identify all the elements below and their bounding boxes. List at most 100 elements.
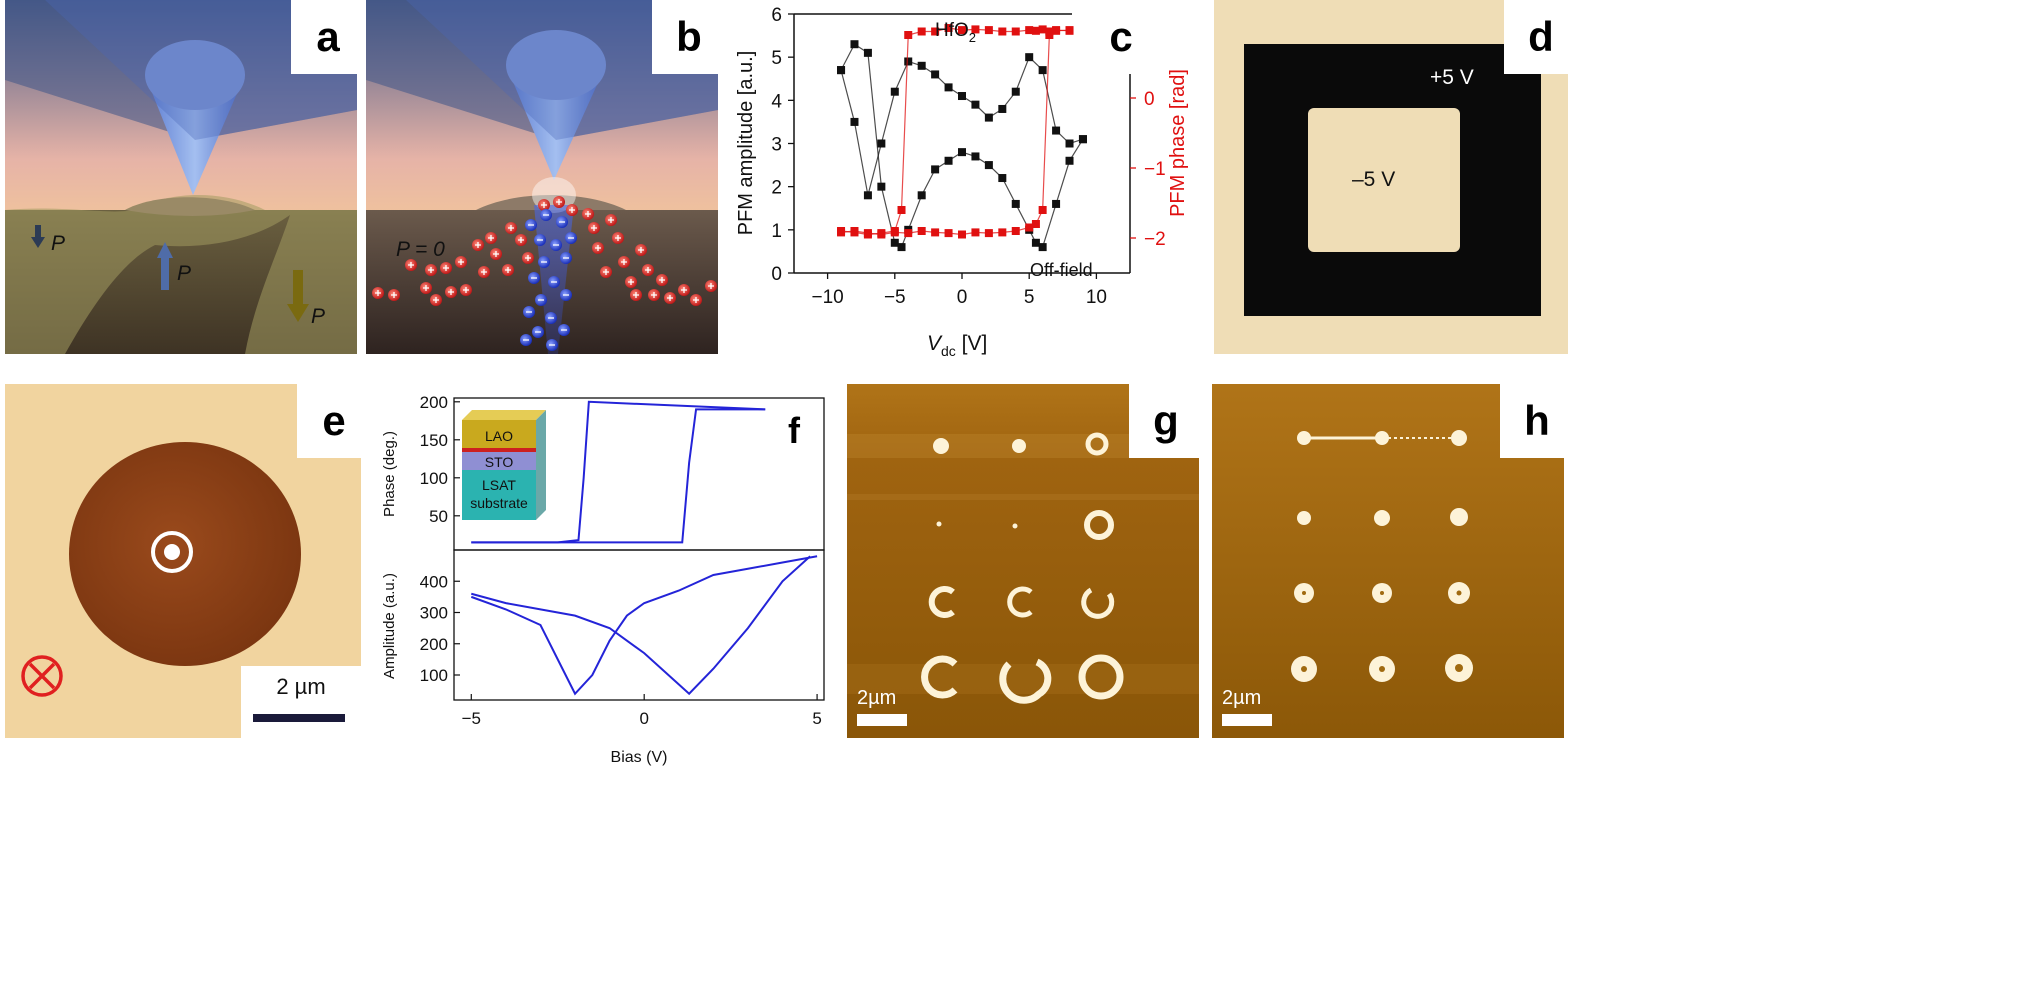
scale-bar-label: 2µm	[1222, 687, 1262, 709]
c-series-line-1	[840, 56, 1084, 196]
c-point-2-8	[931, 27, 940, 36]
c-point-3-0	[1065, 26, 1074, 35]
inner-domain	[1308, 108, 1460, 252]
polarization-out-icon	[151, 531, 193, 573]
c-point-0-8	[931, 165, 940, 174]
interface-layer	[462, 448, 536, 452]
c-point-2-6	[904, 31, 913, 39]
switched-domain	[69, 442, 301, 666]
outer-voltage-label: +5 V	[1430, 66, 1474, 89]
c-point-0-16	[1031, 238, 1040, 247]
c-y2label: PFM phase [rad]	[1167, 69, 1189, 217]
lao-label: LAO	[485, 428, 513, 444]
f-top-ylabel: Phase (deg.)	[381, 431, 398, 517]
panel-b-illustration	[366, 0, 718, 354]
panel-d: +5 V –5 V d	[1214, 0, 1568, 354]
c-point-3-13	[917, 227, 926, 235]
scale-bar-label: 2 µm	[276, 674, 326, 699]
lsat-label: LSAT	[482, 477, 516, 493]
c-point-2-17	[1038, 25, 1047, 34]
polarization-in-icon	[21, 655, 63, 697]
c-point-3-1	[1052, 26, 1061, 35]
c-point-3-2	[1045, 31, 1054, 39]
c-xtick-label-1: −5	[884, 287, 906, 308]
c-ylabel: PFM amplitude [a.u.]	[735, 51, 757, 236]
c-point-0-10	[958, 148, 966, 157]
charges-positive-signs	[375, 199, 714, 303]
c-point-3-5	[1025, 223, 1034, 232]
lsat-layer	[462, 470, 536, 520]
p-zero-label: P = 0	[396, 238, 445, 261]
c-xtick-label-2: 0	[957, 287, 968, 308]
c-point-2-5	[897, 206, 906, 214]
c-point-0-12	[984, 161, 993, 170]
c-point-3-16	[877, 230, 886, 239]
c-ytick-label-6: 6	[771, 5, 782, 26]
c-point-3-18	[850, 227, 859, 235]
panel-label-g: g	[1129, 384, 1199, 458]
c-point-3-19	[837, 228, 846, 237]
polarization-arrow-up	[157, 242, 173, 290]
f-bottom-ytick-label-2: 300	[420, 604, 448, 623]
sto-layer	[462, 452, 536, 470]
c-point-1-10	[944, 83, 953, 92]
c-point-0-1	[850, 40, 859, 49]
c-point-1-1	[1065, 139, 1074, 148]
scale-bar-box	[241, 666, 361, 738]
c-title: HfO2	[935, 20, 976, 45]
c-y2tick-label-2: −1	[1144, 159, 1166, 180]
panel-a: P P P a	[5, 0, 357, 354]
f-top-ytick-label-2: 150	[420, 431, 448, 450]
p-label-1: P	[51, 232, 66, 255]
p-label-2: P	[177, 262, 192, 285]
c-point-1-12	[917, 61, 926, 70]
c-point-1-18	[837, 66, 846, 75]
c-point-2-13	[998, 27, 1007, 36]
f-bottom-ytick-label-1: 200	[420, 635, 448, 654]
c-point-2-14	[1011, 27, 1020, 36]
c-ytick-label-2: 2	[771, 178, 782, 199]
c-point-2-9	[944, 24, 953, 32]
c-point-3-9	[971, 228, 980, 237]
c-y2tick-label-1: 0	[1144, 89, 1155, 110]
panel-label-b: b	[652, 0, 718, 74]
c-point-1-5	[1011, 87, 1020, 96]
c-point-0-19	[1065, 156, 1074, 165]
panel-label-c: c	[1084, 0, 1158, 74]
c-point-1-11	[931, 70, 940, 79]
c-ytick-label-1: 1	[771, 221, 782, 242]
f-xtick-label-1: 0	[639, 709, 648, 728]
c-point-3-8	[984, 229, 993, 238]
panel-h: 2µm h	[1212, 384, 1564, 738]
panel-f: 50 100 150 200 100 200 300 400 −5 0 5 LAO STO LSAT…	[372, 390, 840, 770]
c-point-1-14	[890, 87, 899, 96]
f-top-ytick-label-0: 50	[429, 507, 448, 526]
c-annotation: Off-field	[1030, 260, 1093, 280]
chart-f: 50 100 150 200 100 200 300 400 −5 0 5 LAO STO LSAT…	[381, 393, 825, 766]
c-point-0-14	[1011, 199, 1020, 208]
c-point-0-3	[877, 182, 886, 191]
c-point-0-17	[1038, 243, 1047, 252]
c-point-0-11	[971, 152, 980, 161]
c-ytick-label-0: 0	[771, 264, 782, 285]
c-series-line-0	[840, 43, 1084, 249]
c-point-1-3	[1038, 66, 1047, 75]
scale-bar	[253, 714, 345, 722]
substrate-label: substrate	[470, 495, 528, 511]
c-ytick-label-5: 5	[771, 48, 782, 69]
c-point-3-4	[1031, 220, 1040, 228]
f-top-ytick-label-3: 200	[420, 393, 448, 412]
panel-label-a: a	[291, 0, 357, 74]
panel-c: −10−50510012345610−1−2 HfO2 Off-field Vd…	[722, 0, 1210, 365]
polarization-arrow-down-2	[287, 270, 309, 322]
lao-layer	[462, 420, 536, 448]
c-ytick-label-3: 3	[771, 135, 782, 156]
c-point-0-18	[1052, 199, 1061, 208]
c-point-1-9	[958, 92, 966, 101]
c-ytick-label-4: 4	[771, 91, 782, 112]
c-point-3-11	[944, 229, 953, 238]
scale-bar-label: 2µm	[857, 687, 897, 709]
sto-label: STO	[485, 454, 514, 470]
f-bottom-frame	[453, 549, 825, 701]
c-point-1-13	[904, 57, 913, 66]
